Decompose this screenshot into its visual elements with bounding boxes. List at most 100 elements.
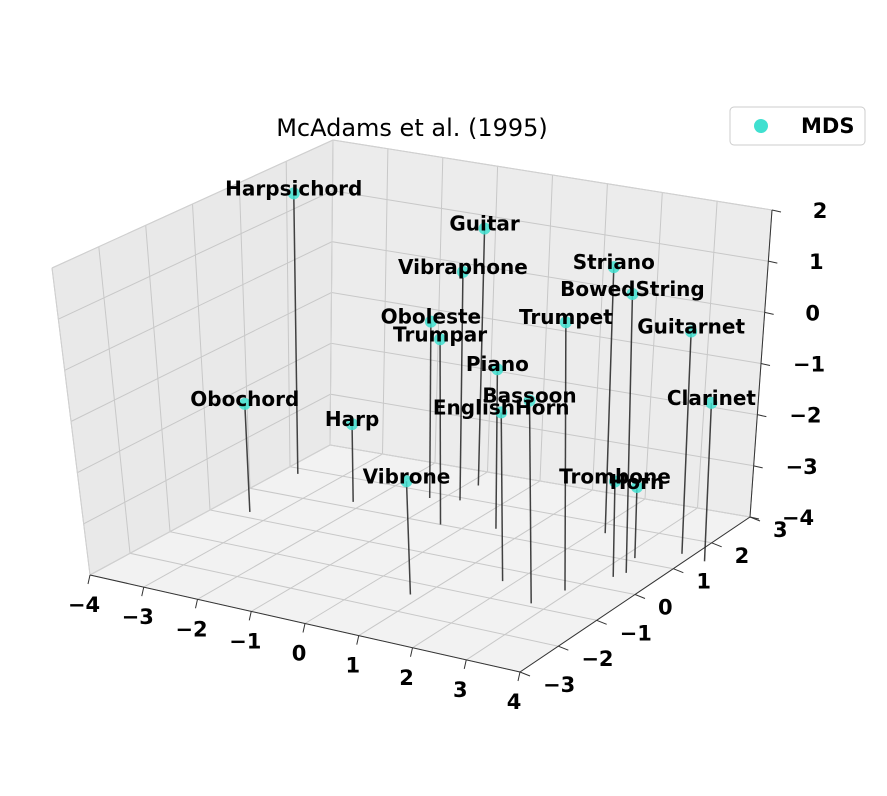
- stem-line: [703, 402, 713, 562]
- data-point: [495, 406, 508, 419]
- y-tick-label: 3: [773, 518, 788, 542]
- data-point: [238, 397, 251, 410]
- z-tick-label: −3: [786, 455, 818, 479]
- stem-line: [293, 193, 299, 474]
- point-label: Guitar: [449, 211, 520, 235]
- x-tick-label: −3: [122, 605, 154, 629]
- z-tick-label: 0: [805, 301, 820, 325]
- x-tick-label: 4: [507, 690, 522, 714]
- data-point: [434, 333, 447, 346]
- data-point: [456, 265, 469, 278]
- stem-line: [428, 321, 432, 498]
- y-tick-label: −3: [543, 673, 575, 697]
- y-tick: [519, 671, 531, 677]
- z-tick: [764, 311, 774, 315]
- pane-floor: [90, 445, 750, 672]
- x-tick: [410, 647, 413, 657]
- point-label: Guitarnet: [637, 315, 745, 339]
- stem-line: [564, 322, 567, 591]
- stem-line: [500, 412, 504, 582]
- z-tick-label: −1: [793, 353, 825, 377]
- legend-label: MDS: [801, 114, 854, 138]
- data-point: [705, 396, 718, 409]
- data-point: [523, 394, 536, 407]
- data-point: [559, 316, 572, 329]
- x-tick: [356, 635, 360, 645]
- stems: [244, 193, 713, 604]
- point-label: Horn: [610, 470, 665, 494]
- x-tick-label: −2: [175, 617, 207, 641]
- legend: MDS: [729, 106, 866, 146]
- pane-edge: [89, 444, 331, 576]
- y-tick-label: −1: [620, 621, 652, 645]
- y-tick: [673, 568, 684, 574]
- z-tick: [749, 516, 760, 520]
- point-label: BowedString: [560, 277, 705, 301]
- stem-line: [634, 486, 638, 559]
- y-tick-label: 2: [735, 544, 750, 568]
- x-tick: [195, 599, 198, 609]
- point-label: Bassoon: [482, 384, 576, 408]
- z-tick-label: −2: [789, 404, 821, 428]
- stem-line: [351, 424, 354, 502]
- y-tick-label: −2: [581, 647, 613, 671]
- stem-line: [459, 271, 464, 501]
- stem-line: [604, 267, 615, 534]
- data-point: [478, 222, 491, 235]
- data-point: [685, 325, 698, 338]
- y-tick-label: 1: [696, 570, 711, 594]
- stem-line: [477, 228, 486, 486]
- x-tick: [141, 587, 145, 597]
- x-tick-label: 2: [399, 666, 414, 690]
- z-tick-label: 2: [813, 199, 828, 223]
- stem-line: [625, 293, 634, 573]
- y-tick: [634, 594, 646, 599]
- x-tick: [463, 659, 467, 669]
- x-tick: [517, 671, 521, 682]
- pane-edge: [51, 139, 334, 269]
- pane-edge: [329, 444, 751, 518]
- y-tick: [596, 619, 607, 625]
- data-point: [630, 480, 643, 493]
- point-label: Harpsichord: [225, 176, 362, 200]
- data-point: [287, 187, 300, 200]
- point-label: Piano: [466, 352, 529, 376]
- point-label: Trombone: [559, 465, 671, 489]
- x-tick-label: 3: [453, 678, 468, 702]
- pane-edge: [329, 139, 334, 446]
- point-label: Obochord: [190, 387, 299, 411]
- stem-line: [528, 400, 532, 604]
- y-tick: [711, 542, 722, 548]
- data-point: [491, 363, 504, 376]
- legend-marker: [754, 119, 768, 133]
- data-point: [626, 287, 639, 300]
- data-point: [400, 475, 413, 488]
- x-tick: [248, 611, 252, 621]
- stem-line: [405, 481, 412, 595]
- data-point: [424, 315, 437, 328]
- z-tick: [757, 414, 767, 418]
- x-tick: [302, 623, 306, 633]
- data-point: [346, 418, 359, 431]
- z-tick: [771, 209, 782, 213]
- point-label: Trumpar: [393, 322, 487, 346]
- x-tick-label: −1: [229, 629, 261, 653]
- data-point: [607, 261, 620, 274]
- point-labels: Harpsichord Obochord Guitar Vibraphone Trump…: [190, 176, 756, 494]
- stem-line: [681, 331, 692, 554]
- z-tick: [753, 465, 763, 469]
- y-tick-label: 0: [658, 596, 673, 620]
- z-tick: [768, 260, 778, 264]
- x-tick-label: 1: [345, 654, 360, 678]
- point-label: Oboleste: [381, 305, 482, 329]
- point-label: Clarinet: [667, 386, 757, 410]
- pane-left-wall: [52, 140, 333, 575]
- stem-line: [612, 481, 616, 577]
- pane-edge: [332, 139, 773, 211]
- point-label: EnglishHorn: [433, 395, 570, 419]
- y-tick: [558, 645, 569, 651]
- point-label: Vibraphone: [398, 255, 528, 279]
- point-label: Vibrone: [363, 464, 451, 488]
- chart-title: McAdams et al. (1995): [276, 114, 548, 142]
